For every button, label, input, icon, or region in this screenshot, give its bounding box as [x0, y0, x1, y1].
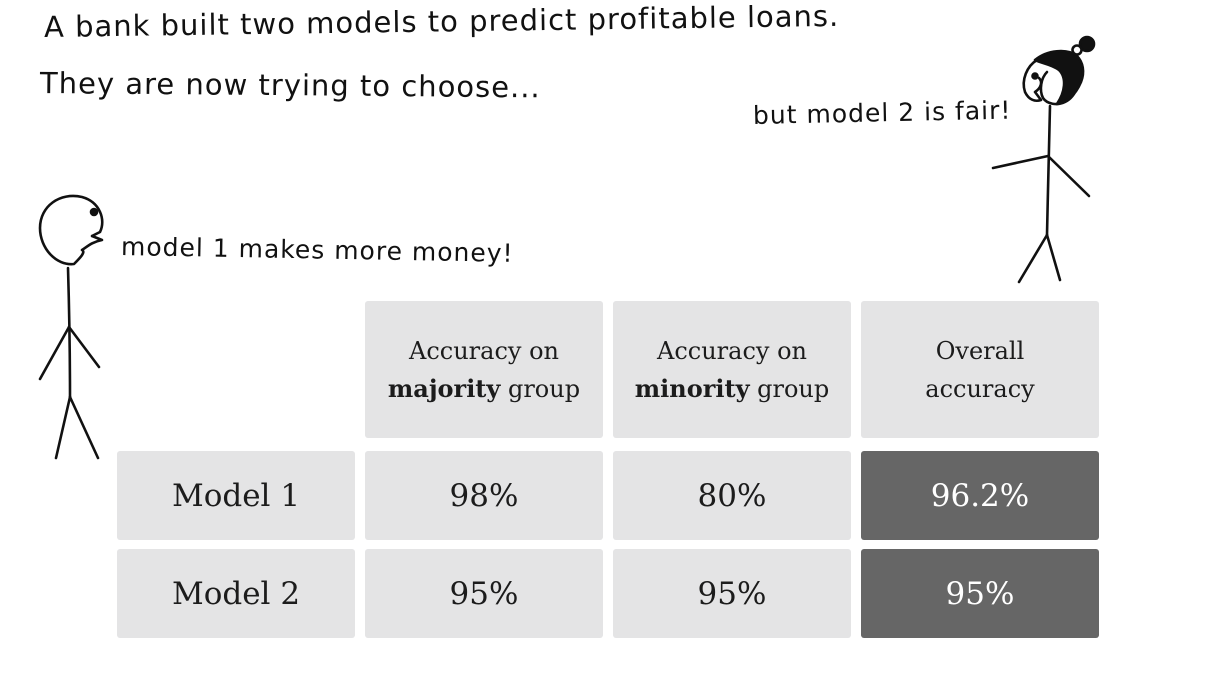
- woman-arm-right: [1046, 154, 1091, 198]
- man-stick-figure: [38, 194, 104, 460]
- intro-line-1: A bank built two models to predict profi…: [43, 0, 840, 44]
- woman-arm-left: [991, 154, 1050, 170]
- man-arm-right: [67, 325, 101, 369]
- model-2-minority-accuracy: 95%: [613, 549, 851, 638]
- row-label-model-2: Model 2: [117, 549, 355, 638]
- model-1-overall-accuracy: 96.2%: [861, 451, 1099, 540]
- header-majority-accuracy: Accuracy on majority group: [365, 301, 603, 438]
- model-2-overall-accuracy: 95%: [861, 549, 1099, 638]
- header-majority-line2: majority group: [387, 373, 581, 403]
- model-2-majority-accuracy: 95%: [365, 549, 603, 638]
- man-leg-left: [54, 395, 72, 460]
- header-minority-accuracy: Accuracy on minority group: [613, 301, 851, 438]
- header-overall-accuracy: Overall accuracy: [861, 301, 1099, 438]
- woman-bun-tie: [1071, 44, 1083, 56]
- man-body: [66, 266, 72, 399]
- woman-body: [1045, 104, 1052, 237]
- man-arm-left: [38, 325, 71, 381]
- model-1-majority-accuracy: 98%: [365, 451, 603, 540]
- woman-speech: but model 2 is fair!: [752, 95, 1012, 130]
- man-eye: [89, 207, 99, 217]
- woman-stick-figure: [991, 35, 1096, 284]
- woman-eye: [1031, 72, 1039, 80]
- header-majority-line1: Accuracy on: [409, 336, 559, 365]
- woman-leg-right: [1045, 233, 1062, 282]
- woman-leg-left: [1017, 233, 1049, 284]
- header-overall-line1: Overall: [935, 336, 1025, 365]
- man-head: [38, 194, 104, 266]
- header-overall-line2: accuracy: [925, 374, 1035, 403]
- model-1-minority-accuracy: 80%: [613, 451, 851, 540]
- header-minority-line1: Accuracy on: [657, 336, 807, 365]
- man-leg-right: [68, 395, 100, 460]
- intro-line-2: They are now trying to choose...: [39, 66, 541, 105]
- man-speech: model 1 makes more money!: [120, 232, 514, 268]
- header-minority-line2: minority group: [634, 373, 830, 403]
- woman-hair-bun: [1078, 35, 1096, 53]
- row-label-model-1: Model 1: [117, 451, 355, 540]
